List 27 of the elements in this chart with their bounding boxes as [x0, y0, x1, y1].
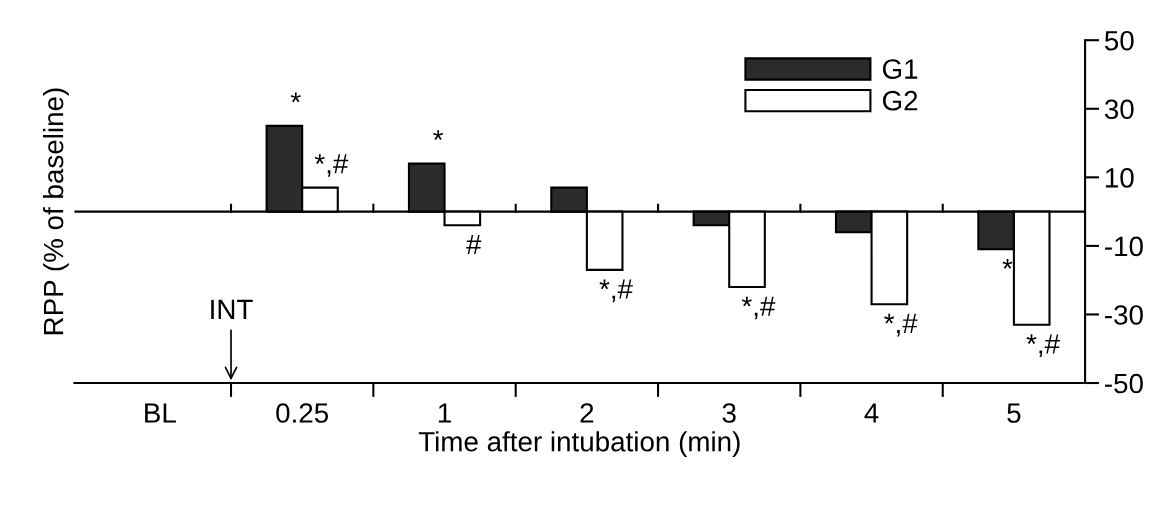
- annotation: *,#: [741, 296, 776, 320]
- y-tick-label: -50: [1105, 373, 1143, 394]
- y-tick-label: 10: [1105, 168, 1134, 188]
- y-tick-label: 30: [1104, 99, 1134, 120]
- x-tick-label: 5: [1007, 403, 1021, 423]
- annotation: #: [466, 235, 482, 255]
- annotation: INT: [211, 299, 253, 319]
- legend-label: G1: [882, 59, 918, 79]
- annotation: *: [1002, 258, 1013, 269]
- y-tick-label: -10: [1105, 236, 1143, 257]
- annotation: *,#: [599, 279, 633, 303]
- x-tick-label: 4: [864, 403, 879, 423]
- x-tick-label: 0.25: [276, 403, 329, 423]
- legend-label: G2: [882, 90, 918, 111]
- y-tick-label: -30: [1105, 305, 1143, 325]
- x-tick-label: 1: [438, 403, 451, 423]
- annotation: *,#: [1026, 334, 1060, 357]
- x-tick-label: BL: [145, 403, 176, 423]
- annotation: *: [290, 92, 301, 103]
- x-tick-label: 2: [580, 403, 594, 423]
- y-axis-title: RPP (% of baseline): [42, 88, 69, 335]
- annotation: *,#: [884, 313, 918, 337]
- annotation: *: [433, 130, 444, 140]
- annotation: *,#: [314, 154, 349, 177]
- x-tick-label: 3: [722, 403, 736, 423]
- x-axis-title: Time after intubation (min): [418, 431, 740, 458]
- y-tick-label: 50: [1104, 30, 1134, 51]
